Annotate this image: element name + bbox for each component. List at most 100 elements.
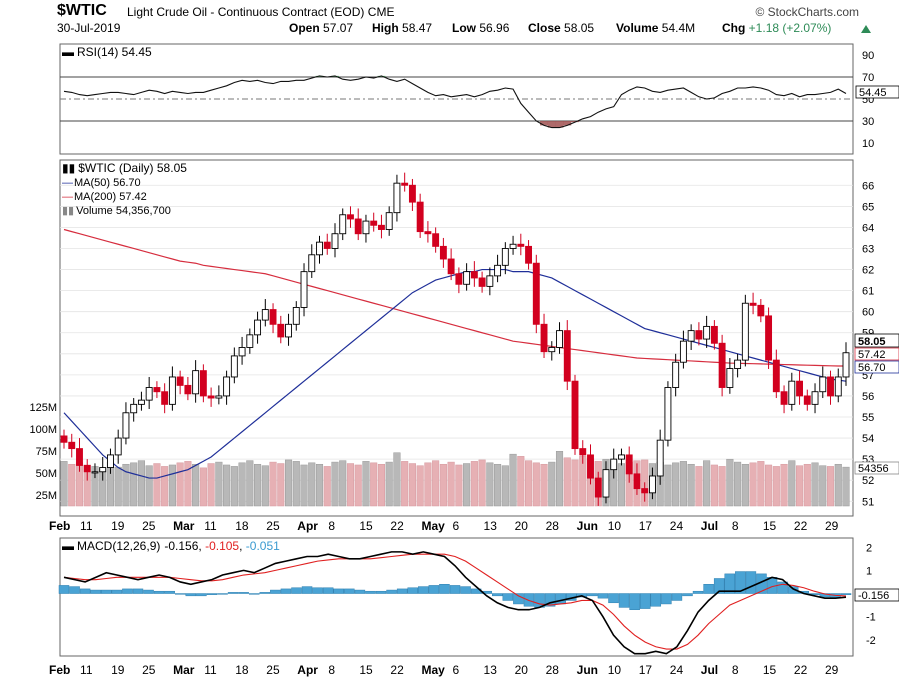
volume-bar xyxy=(842,466,850,507)
candle-body xyxy=(834,376,842,397)
candle-body xyxy=(703,325,711,340)
macd-histogram-bar xyxy=(206,593,218,595)
macd-legend-signal: -0.105 xyxy=(205,539,239,553)
macd-x-label: 29 xyxy=(825,663,839,677)
candle-body xyxy=(184,384,192,395)
candle-body xyxy=(695,330,703,340)
volume-bar xyxy=(122,463,130,507)
volume-bar xyxy=(470,461,478,507)
volume-bar xyxy=(284,459,293,507)
ma200-group xyxy=(63,228,846,367)
macd-legend-value: -0.156 xyxy=(164,539,198,553)
volume-tag: 54356 xyxy=(858,463,889,475)
candle-body xyxy=(579,448,587,456)
macd-histogram-bar xyxy=(492,593,503,597)
volume-bar xyxy=(772,466,780,507)
rsi-oversold-fill xyxy=(540,121,549,126)
macd-x-label: 11 xyxy=(204,663,217,677)
macd-current-box xyxy=(854,588,899,602)
ma200-tag-box xyxy=(854,347,899,361)
candle-body xyxy=(556,330,563,348)
volume-bar xyxy=(385,461,393,507)
candle-body xyxy=(269,309,277,325)
macd-frame xyxy=(59,537,854,657)
candle-body xyxy=(648,475,656,494)
candle-body xyxy=(230,355,238,378)
candle-body xyxy=(199,370,207,397)
price-x-label: May xyxy=(421,519,445,533)
macd-line xyxy=(63,551,847,655)
macd-x-label: Mar xyxy=(173,663,195,677)
up-arrow-icon xyxy=(861,25,871,33)
macd-tick-label: -1 xyxy=(866,612,876,624)
ma50-tag: 56.70 xyxy=(858,362,886,374)
rsi-legend-text: RSI(14) 54.45 xyxy=(77,45,152,59)
macd-histogram-bar xyxy=(418,586,429,594)
price-tick-label: 56 xyxy=(862,391,874,403)
close-label: Close xyxy=(528,21,561,35)
price-x-label: 13 xyxy=(484,519,498,533)
macd-histogram-bar xyxy=(650,593,662,607)
legend-price-text: $WTIC (Daily) 58.05 xyxy=(78,161,187,175)
price-x-axis: Feb 11 19 25 Mar 11 18 25 Apr 8 15 22 May 6 13 20 28 Jun 1… xyxy=(49,519,839,533)
legend-ma200-swatch: — xyxy=(62,191,73,203)
candle-body xyxy=(76,448,83,466)
candle-body xyxy=(176,376,184,386)
volume-bar xyxy=(223,464,231,507)
candle-body xyxy=(726,368,734,388)
price-legend: ▮▮ $WTIC (Daily) 58.05 —MA(50) 56.70 —MA(… xyxy=(62,161,187,217)
macd-histogram-bar xyxy=(745,571,757,594)
price-x-label: 6 xyxy=(453,519,460,533)
volume-bar xyxy=(323,466,331,507)
rsi-tick-label: 70 xyxy=(862,72,874,84)
ma50-group xyxy=(63,268,847,479)
price-x-label: 22 xyxy=(794,519,808,533)
macd-histogram-bar xyxy=(692,590,704,594)
volume-bar xyxy=(765,464,773,507)
rsi-tick-label: 30 xyxy=(862,116,874,128)
instrument-name: Light Crude Oil - Continuous Contract (E… xyxy=(127,5,394,19)
candle-body xyxy=(734,359,742,369)
macd-x-label: May xyxy=(421,663,445,677)
quote-date: 30-Jul-2019 xyxy=(57,21,121,35)
candle-body xyxy=(300,271,308,308)
price-x-label: 11 xyxy=(204,519,217,533)
price-tick-label: 51 xyxy=(862,496,874,508)
macd-x-label: 17 xyxy=(639,663,653,677)
macd-histogram-bar xyxy=(153,590,165,594)
candle-body xyxy=(780,391,788,405)
legend-ma200-text: MA(200) 57.42 xyxy=(74,191,147,203)
candle-body xyxy=(246,334,254,348)
macd-x-label: 8 xyxy=(328,663,335,677)
chart-header: $WTIC Light Crude Oil - Continuous Contr… xyxy=(0,0,899,40)
rsi-tick-label: 90 xyxy=(862,50,874,62)
ma50-tag-box xyxy=(854,360,899,374)
macd-x-label: 25 xyxy=(266,663,280,677)
candle-body xyxy=(323,241,331,249)
price-tick-label: 62 xyxy=(862,265,874,277)
candle-body xyxy=(494,264,502,277)
ma50-line xyxy=(63,268,847,479)
macd-histogram-bar xyxy=(217,593,228,595)
close-tag-box xyxy=(854,333,899,348)
macd-x-label: Feb xyxy=(49,663,70,677)
candle-body xyxy=(796,380,803,397)
candle-body xyxy=(377,224,385,230)
change-quote: Chg +1.18 (+2.07%) xyxy=(722,21,831,35)
candle-body xyxy=(765,315,773,361)
volume-bar xyxy=(153,463,161,507)
low-label: Low xyxy=(452,21,476,35)
candle-body xyxy=(563,330,571,382)
candle-body xyxy=(656,439,664,477)
macd-histogram-bar xyxy=(333,588,345,594)
volume-bar xyxy=(563,457,571,507)
volume-bar xyxy=(741,463,749,507)
volume-bars xyxy=(60,451,850,507)
macd-histogram-bar xyxy=(460,586,471,594)
open-value: 57.07 xyxy=(323,21,354,35)
volume-bar xyxy=(571,459,579,507)
macd-histogram-bar xyxy=(196,593,207,597)
volume-bar xyxy=(486,462,494,507)
volume-bar xyxy=(710,464,718,507)
candle-body xyxy=(254,319,262,336)
